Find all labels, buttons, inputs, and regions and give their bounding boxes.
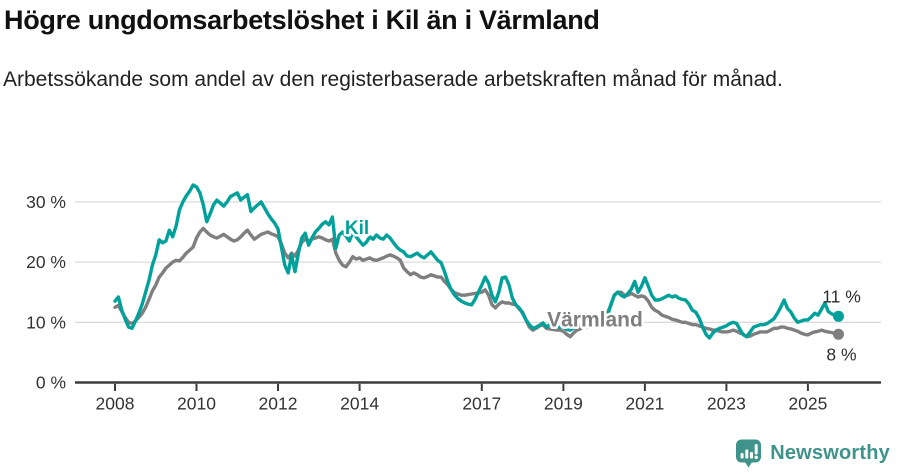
x-tick-label-2017: 2017 <box>462 394 501 414</box>
chart-subtitle: Arbetssökande som andel av den registerb… <box>3 68 783 91</box>
y-tick-label-10: 10 % <box>26 312 66 332</box>
newsworthy-logo-icon <box>736 439 762 468</box>
varmland-end-dot <box>833 328 844 340</box>
page-title: Högre ungdomsarbetslöshet i Kil än i Vär… <box>4 5 600 35</box>
x-tick-label-2021: 2021 <box>625 394 664 414</box>
x-tick-label-2025: 2025 <box>788 394 827 414</box>
x-tick-label-2008: 2008 <box>96 394 135 414</box>
kil-end-value-label: 11 % <box>822 286 861 306</box>
kil-series-label: Kil <box>345 218 369 239</box>
y-tick-label-30: 30 % <box>26 192 66 212</box>
x-tick-label-2012: 2012 <box>259 394 298 414</box>
varmland-line <box>113 226 841 339</box>
varmland-end-value-label: 8 % <box>826 344 856 364</box>
y-tick-label-20: 20 % <box>26 252 66 272</box>
newsworthy-logo: Newsworthy <box>735 439 890 468</box>
x-tick-label-2010: 2010 <box>177 394 216 414</box>
newsworthy-logo-text: Newsworthy <box>770 442 890 464</box>
kil-end-dot <box>833 310 844 322</box>
kil-line <box>113 183 841 340</box>
y-tick-label-0: 0 % <box>36 373 66 393</box>
x-tick-label-2023: 2023 <box>707 394 746 414</box>
x-tick-label-2019: 2019 <box>544 394 583 414</box>
x-tick-label-2014: 2014 <box>340 394 379 414</box>
varmland-series-label: Värmland <box>547 309 643 332</box>
